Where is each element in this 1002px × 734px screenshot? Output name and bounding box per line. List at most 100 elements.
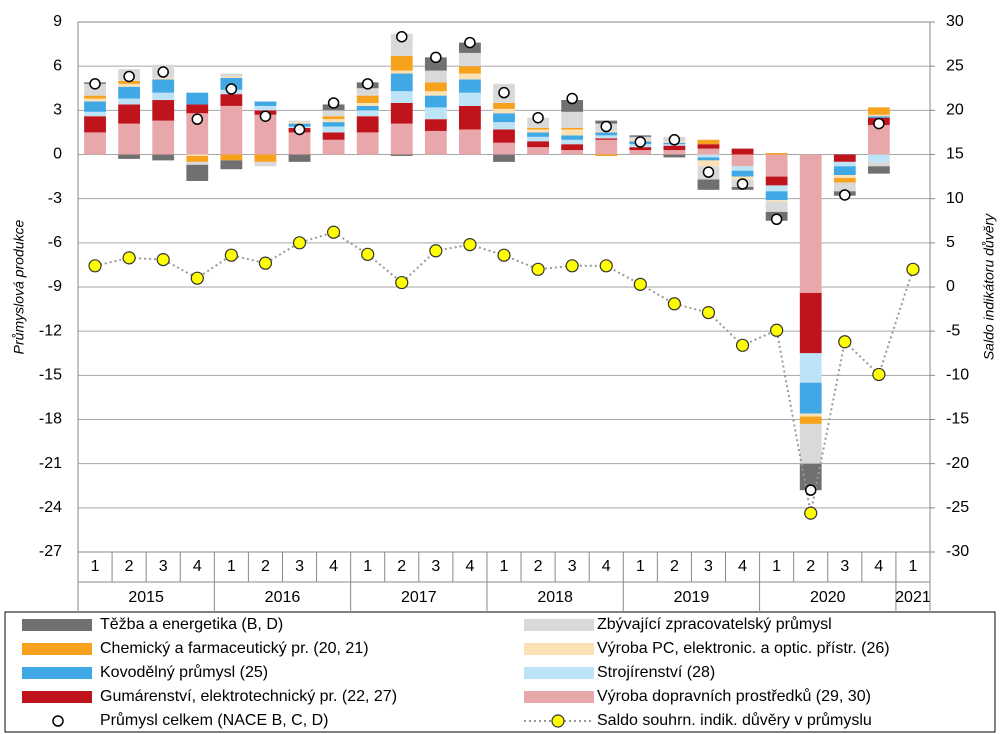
bar-segment: [118, 104, 141, 124]
bar-segment: [186, 164, 209, 181]
bar-segment: [220, 154, 243, 161]
bar-segment: [867, 114, 890, 117]
confidence-marker: [361, 247, 375, 261]
bar-segment: [356, 132, 379, 155]
y2-tick-label: -10: [946, 367, 969, 384]
bar-segment: [629, 135, 652, 137]
bar-segment: [833, 182, 856, 192]
bar-segment: [731, 176, 754, 180]
bar-segment: [84, 98, 106, 102]
year-label: 2015: [128, 589, 164, 606]
x-tick-label: 4: [602, 558, 611, 575]
bar-segment: [561, 100, 584, 112]
bar-segment: [561, 135, 584, 140]
bar-segment: [322, 110, 345, 117]
bar-segment: [152, 92, 175, 101]
x-tick-label: 1: [772, 558, 781, 575]
bar-segment: [118, 80, 141, 84]
total-marker: [702, 166, 715, 178]
bar-segment: [595, 138, 618, 140]
y-axis-title: Průmyslová produkce: [11, 219, 27, 354]
bar-segment: [322, 126, 345, 133]
bar-segment: [697, 148, 720, 155]
confidence-marker: [497, 248, 511, 262]
bar-segment: [152, 79, 175, 93]
bar-segment: [731, 154, 754, 167]
bar-segment: [118, 123, 141, 155]
bar-segment: [390, 91, 413, 103]
y-tick-label: 3: [53, 102, 62, 119]
bar-segment: [833, 154, 856, 162]
y2-tick-label: 5: [946, 234, 955, 251]
x-tick-label: 4: [738, 558, 747, 575]
bar-segment: [84, 83, 106, 96]
bar-segment: [356, 102, 379, 106]
y2-tick-label: -25: [946, 499, 969, 516]
x-tick-label: 2: [806, 558, 815, 575]
bar-segment: [731, 166, 754, 171]
legend-frame: [4, 611, 996, 733]
total-marker: [668, 134, 681, 146]
y2-tick-label: 15: [946, 146, 964, 163]
y-tick-label: 9: [53, 13, 62, 30]
bar-segment: [424, 82, 447, 92]
bar-segment: [152, 77, 175, 80]
total-marker: [293, 123, 306, 136]
bar-segment: [84, 111, 106, 117]
x-tick-label: 1: [909, 558, 918, 575]
bar-segment: [459, 66, 481, 74]
bar-segment: [356, 88, 379, 96]
bar-segment: [459, 105, 481, 130]
bar-segment: [561, 150, 584, 155]
total-marker: [327, 97, 340, 109]
total-marker: [804, 484, 817, 496]
year-label: 2019: [674, 589, 710, 606]
legend-swatch: [524, 667, 594, 679]
y2-tick-label: 20: [946, 102, 964, 119]
confidence-marker: [429, 244, 443, 258]
bar-segment: [356, 105, 379, 111]
y2-tick-label: -20: [946, 455, 969, 472]
bar-segment: [356, 116, 379, 133]
bar-segment: [663, 154, 686, 158]
x-tick-label: 3: [704, 558, 713, 575]
bar-segment: [799, 353, 822, 383]
legend-swatch: [22, 691, 92, 703]
bar-segment: [220, 76, 243, 78]
year-label: 2018: [537, 589, 573, 606]
y-tick-label: -15: [39, 367, 62, 384]
confidence-marker: [633, 277, 647, 291]
total-marker: [157, 66, 169, 78]
bar-segment: [629, 147, 652, 151]
total-marker: [123, 70, 135, 83]
confidence-marker: [327, 225, 341, 239]
legend-swatch: [22, 643, 92, 655]
y-tick-label: 0: [53, 146, 62, 163]
bar-segment: [595, 154, 618, 156]
bar-segment: [322, 139, 345, 155]
bar-segment: [288, 120, 311, 123]
y2-tick-label: 10: [946, 190, 964, 207]
legend-label: Saldo souhrn. indik. důvěry v průmyslu: [597, 711, 872, 729]
bar-segment: [765, 185, 788, 192]
legend-swatch: [22, 619, 92, 631]
x-tick-label: 4: [329, 558, 338, 575]
bar-segment: [152, 100, 175, 121]
bar-segment: [561, 144, 584, 151]
bar-segment: [459, 52, 481, 67]
x-tick-label: 3: [840, 558, 849, 575]
bar-segment: [186, 155, 209, 162]
bar-segment: [799, 413, 822, 417]
year-label: 2017: [401, 589, 437, 606]
confidence-marker: [565, 259, 579, 273]
confidence-marker: [258, 256, 273, 270]
bar-segment: [390, 154, 413, 156]
bar-segment: [390, 123, 413, 155]
y-tick-label: -6: [48, 234, 62, 251]
bar-segment: [527, 136, 549, 142]
confidence-marker: [122, 251, 136, 265]
y2-axis-title: Saldo indikátoru důvěry: [981, 213, 997, 360]
bar-segment: [697, 144, 720, 149]
bar-segment: [493, 142, 515, 155]
total-marker: [634, 136, 647, 148]
